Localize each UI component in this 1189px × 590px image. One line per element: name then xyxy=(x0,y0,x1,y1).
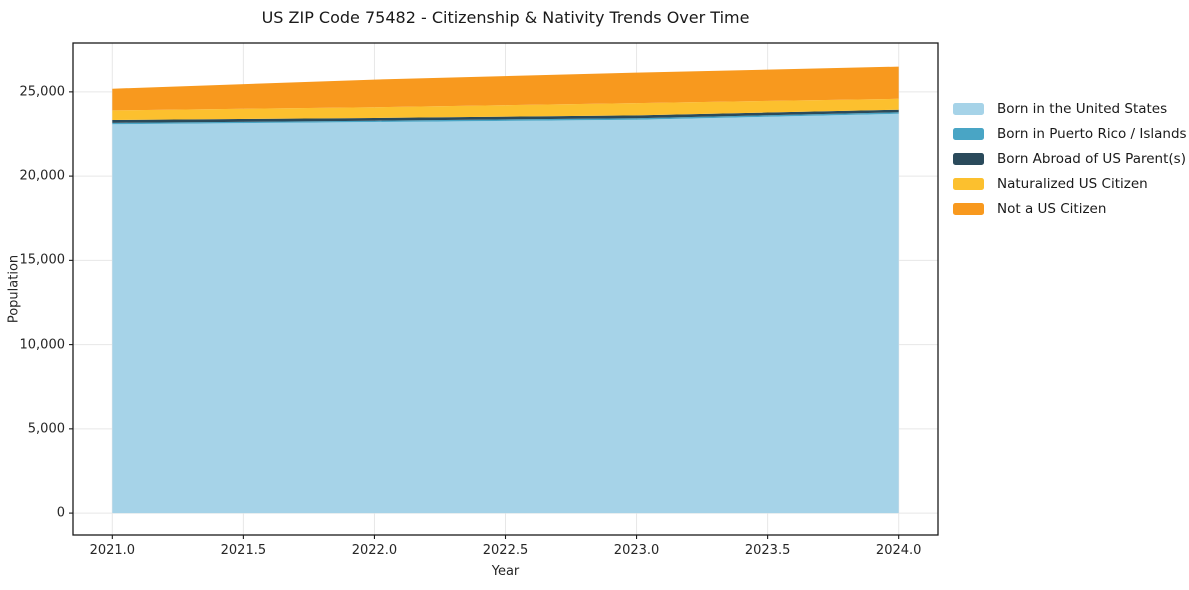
legend-label: Not a US Citizen xyxy=(997,201,1107,217)
x-tick-label: 2023.5 xyxy=(744,543,791,558)
legend-swatch-icon xyxy=(953,178,984,190)
legend-label: Born in Puerto Rico / Islands xyxy=(997,126,1187,142)
y-tick-label: 15,000 xyxy=(19,252,66,268)
legend-swatch-icon xyxy=(953,153,984,165)
legend-item: Not a US Citizen xyxy=(953,201,1187,217)
y-tick-label: 20,000 xyxy=(19,168,66,184)
x-tick-label: 2021.0 xyxy=(89,543,136,558)
x-tick-label: 2024.0 xyxy=(875,543,922,558)
legend-item: Born Abroad of US Parent(s) xyxy=(953,151,1187,167)
area-series xyxy=(112,112,899,125)
area-series xyxy=(112,98,899,120)
legend-item: Born in Puerto Rico / Islands xyxy=(953,126,1187,142)
x-tick-label: 2022.0 xyxy=(351,543,398,558)
y-tick-label: 0 xyxy=(56,505,65,521)
x-axis-label: Year xyxy=(491,564,520,579)
y-tick-label: 10,000 xyxy=(19,337,66,353)
area-series xyxy=(112,109,899,123)
legend-item: Naturalized US Citizen xyxy=(953,176,1187,192)
legend-item: Born in the United States xyxy=(953,101,1187,117)
legend: Born in the United States Born in Puerto … xyxy=(953,101,1187,217)
x-tick-label: 2023.0 xyxy=(613,543,660,558)
legend-swatch-icon xyxy=(953,203,984,215)
chart-title: US ZIP Code 75482 - Citizenship & Nativi… xyxy=(261,8,750,27)
legend-swatch-icon xyxy=(953,103,984,115)
legend-label: Born in the United States xyxy=(997,101,1168,117)
x-tick-label: 2022.5 xyxy=(482,543,529,558)
area-series xyxy=(112,113,899,514)
y-tick-label: 25,000 xyxy=(19,84,66,100)
legend-label: Born Abroad of US Parent(s) xyxy=(997,151,1186,167)
y-tick-label: 5,000 xyxy=(27,421,65,437)
area-series xyxy=(112,66,899,111)
legend-swatch-icon xyxy=(953,128,984,140)
x-tick-label: 2021.5 xyxy=(220,543,267,558)
legend-label: Naturalized US Citizen xyxy=(997,176,1148,192)
